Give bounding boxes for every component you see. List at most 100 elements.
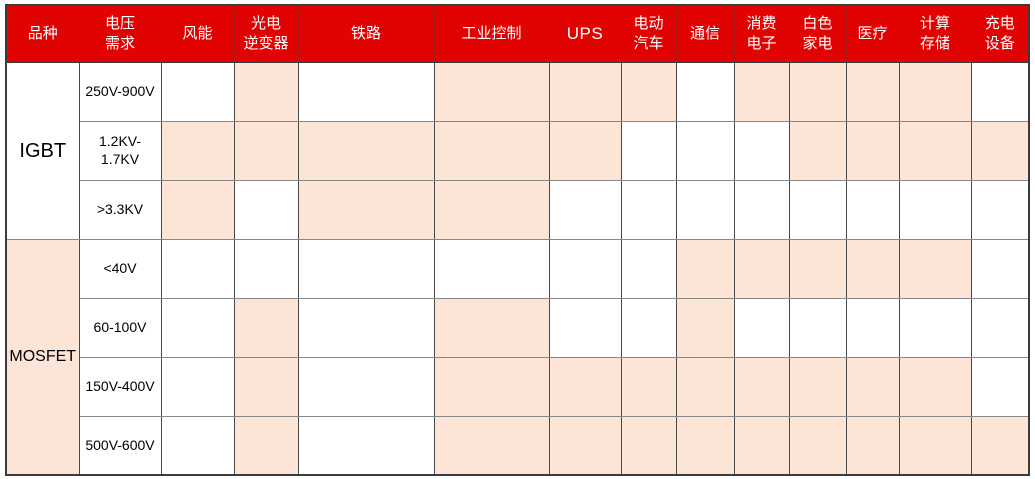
table-row-igbt-2: >3.3KV [6,179,1030,240]
column-header-variety: 品种 [5,4,80,63]
voltage-range-cell: 1.2KV- 1.7KV [78,120,162,181]
column-header-voltage-demand: 电压 需求 [78,4,162,63]
matrix-cell-white-goods [788,356,847,417]
matrix-cell-medical [845,238,900,299]
column-header-railway: 铁路 [297,4,435,63]
matrix-cell-consumer-electronics [733,238,790,299]
matrix-cell-telecom [675,61,735,122]
table-row-igbt-1: 1.2KV- 1.7KV [6,120,1030,181]
table-row-mosfet-0: MOSFET <40V [5,238,1030,476]
matrix-cell-computing-storage [898,415,972,476]
matrix-cell-railway [297,61,435,122]
header-row: 品种 电压 需求 风能 光电 逆变器 铁路 工业控制 UPS 电动 汽车 通信 消费 电子 白色 家… [5,4,1030,63]
matrix-cell-ups [548,415,622,476]
matrix-cell-pv-inverter [233,179,299,240]
matrix-cell-electric-vehicle [620,179,677,240]
table-body: IGBT 250V-900V 1.2KV- 1.7KV >3.3KV MOSFET <40… [5,61,1030,476]
matrix-cell-charging-equipment [970,297,1030,358]
matrix-cell-consumer-electronics [733,356,790,417]
matrix-cell-telecom [675,120,735,181]
matrix-cell-ups [548,179,622,240]
matrix-cell-industrial-control [433,61,550,122]
matrix-cell-consumer-electronics [733,120,790,181]
matrix-cell-computing-storage [898,179,972,240]
column-header-telecom: 通信 [675,4,735,63]
matrix-cell-electric-vehicle [620,297,677,358]
matrix-cell-industrial-control [433,297,550,358]
column-header-medical: 医疗 [845,4,900,63]
matrix-cell-ups [548,297,622,358]
matrix-cell-white-goods [788,120,847,181]
matrix-cell-wind-energy [160,238,235,299]
voltage-range-cell: >3.3KV [78,179,162,240]
matrix-cell-electric-vehicle [620,356,677,417]
matrix-cell-charging-equipment [970,415,1030,476]
matrix-cell-railway [297,179,435,240]
column-header-computing-storage: 计算 存储 [898,4,972,63]
matrix-cell-medical [845,297,900,358]
matrix-cell-industrial-control [433,179,550,240]
matrix-cell-medical [845,415,900,476]
column-header-industrial-control: 工业控制 [433,4,550,63]
matrix-cell-industrial-control [433,415,550,476]
matrix-cell-telecom [675,238,735,299]
table-header: 品种 电压 需求 风能 光电 逆变器 铁路 工业控制 UPS 电动 汽车 通信 消费 电子 白色 家… [5,4,1030,63]
matrix-cell-consumer-electronics [733,61,790,122]
matrix-cell-railway [297,297,435,358]
matrix-cell-white-goods [788,297,847,358]
matrix-cell-medical [845,61,900,122]
matrix-cell-wind-energy [160,356,235,417]
matrix-cell-charging-equipment [970,238,1030,299]
matrix-cell-wind-energy [160,120,235,181]
matrix-cell-pv-inverter [233,120,299,181]
matrix-cell-white-goods [788,238,847,299]
matrix-cell-industrial-control [433,238,550,299]
matrix-cell-wind-energy [160,297,235,358]
matrix-cell-railway [297,356,435,417]
matrix-cell-wind-energy [160,61,235,122]
matrix-cell-ups [548,120,622,181]
matrix-cell-wind-energy [160,415,235,476]
matrix-cell-industrial-control [433,356,550,417]
matrix-cell-charging-equipment [970,120,1030,181]
table-row-mosfet-3: 500V-600V [6,415,1030,476]
column-header-pv-inverter: 光电 逆变器 [233,4,299,63]
matrix-cell-charging-equipment [970,179,1030,240]
matrix-cell-consumer-electronics [733,415,790,476]
matrix-cell-consumer-electronics [733,179,790,240]
matrix-cell-pv-inverter [233,297,299,358]
matrix-cell-telecom [675,356,735,417]
row-group-label-igbt: IGBT [5,61,80,240]
table-row-igbt-0: IGBT 250V-900V [5,61,1030,240]
matrix-cell-charging-equipment [970,61,1030,122]
matrix-cell-computing-storage [898,238,972,299]
igbt-mosfet-voltage-application-table: 品种 电压 需求 风能 光电 逆变器 铁路 工业控制 UPS 电动 汽车 通信 消费 电子 白色 家… [5,4,1030,476]
matrix-cell-white-goods [788,61,847,122]
matrix-cell-ups [548,61,622,122]
matrix-cell-railway [297,415,435,476]
table-row-mosfet-2: 150V-400V [6,356,1030,417]
matrix-cell-consumer-electronics [733,297,790,358]
matrix-cell-electric-vehicle [620,120,677,181]
matrix-cell-telecom [675,297,735,358]
column-header-white-goods: 白色 家电 [788,4,847,63]
voltage-range-cell: 250V-900V [78,61,162,122]
matrix-cell-computing-storage [898,356,972,417]
matrix-cell-computing-storage [898,120,972,181]
matrix-cell-pv-inverter [233,61,299,122]
matrix-cell-pv-inverter [233,238,299,299]
row-group-label-mosfet: MOSFET [5,238,80,476]
column-header-wind-energy: 风能 [160,4,235,63]
voltage-range-cell: <40V [78,238,162,299]
matrix-cell-railway [297,120,435,181]
matrix-cell-medical [845,120,900,181]
matrix-cell-ups [548,356,622,417]
voltage-range-cell: 150V-400V [78,356,162,417]
matrix-cell-white-goods [788,415,847,476]
matrix-cell-computing-storage [898,61,972,122]
matrix-cell-pv-inverter [233,415,299,476]
column-header-ups: UPS [548,4,622,63]
matrix-cell-wind-energy [160,179,235,240]
matrix-cell-white-goods [788,179,847,240]
